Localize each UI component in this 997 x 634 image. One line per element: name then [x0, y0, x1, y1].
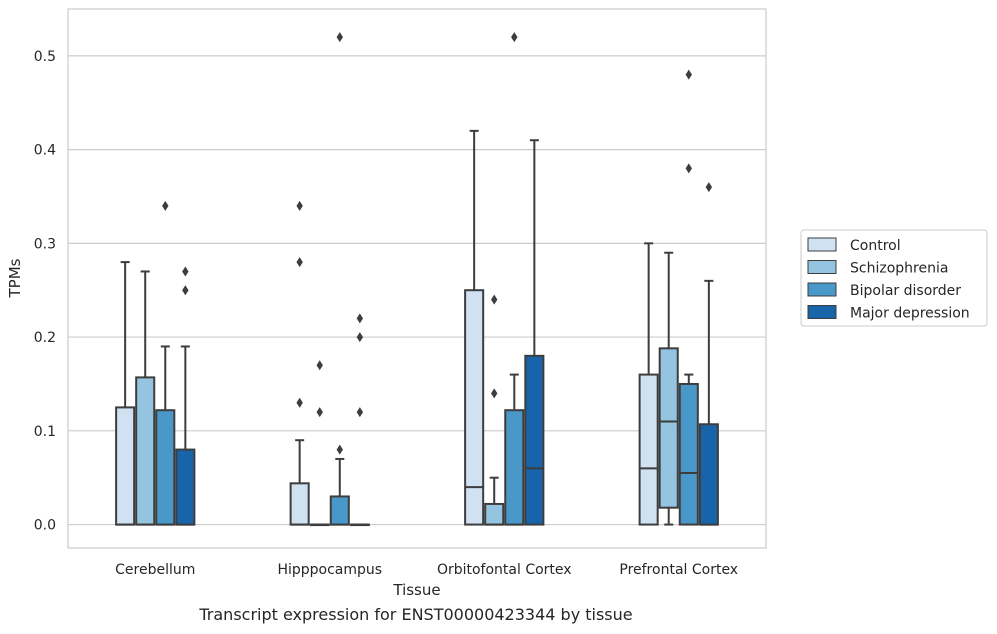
outlier-point [296, 397, 303, 408]
outlier-point [511, 32, 518, 43]
box-major-depression [349, 313, 370, 527]
legend: Control Schizophrenia Bipolar disorder Majo… [800, 229, 988, 327]
figure-caption: Transcript expression for ENST0000042334… [199, 605, 633, 624]
box-body [329, 495, 350, 526]
outlier-point [336, 444, 343, 455]
x-tick-label: Prefrontal Cortex [619, 562, 738, 578]
outlier-point [316, 407, 323, 418]
outlier-point [685, 69, 692, 80]
box-body [135, 376, 156, 526]
outlier-point [356, 313, 364, 324]
x-axis-label: Tissue [392, 581, 440, 599]
box-schizophrenia [309, 360, 330, 527]
box-body [464, 289, 485, 526]
box-control [638, 242, 659, 526]
outlier-point [182, 285, 189, 296]
plot-frame [67, 8, 767, 549]
outlier-point [162, 200, 169, 211]
box-body [289, 482, 310, 526]
box-schizophrenia [135, 270, 156, 526]
box-body [524, 354, 545, 526]
box-control [464, 129, 485, 526]
box-major-depression [698, 182, 719, 526]
box-major-depression [175, 266, 196, 526]
box-body [698, 423, 719, 526]
box-bipolar-disorder [678, 69, 699, 526]
outlier-point [685, 163, 692, 174]
outlier-point [182, 266, 189, 277]
outlier-point [316, 360, 323, 371]
box-body [638, 373, 659, 526]
box-body [115, 406, 136, 526]
outlier-point [336, 32, 343, 43]
legend-label: Major depression [850, 306, 970, 322]
y-tick-label: 0.2 [34, 330, 56, 346]
box-bipolar-disorder [329, 32, 350, 526]
box-bipolar-disorder [155, 200, 176, 526]
y-tick-label: 0.4 [34, 143, 56, 159]
outlier-point [356, 407, 364, 418]
x-tick-label: Orbitofontal Cortex [437, 562, 572, 578]
outlier-point [705, 182, 713, 193]
box-schizophrenia [658, 251, 679, 526]
box-body [155, 409, 176, 526]
outlier-point [491, 388, 498, 399]
legend-swatch [807, 237, 837, 252]
box-control [289, 200, 310, 526]
box-body [678, 382, 699, 526]
legend-swatch [807, 305, 837, 319]
outlier-point [296, 257, 303, 268]
legend-label: Schizophrenia [850, 261, 948, 277]
y-tick-label: 0.1 [34, 424, 56, 440]
y-tick-label: 0.0 [34, 518, 56, 534]
box-body [175, 448, 196, 526]
legend-label: Control [850, 238, 901, 254]
box-schizophrenia [484, 294, 505, 526]
x-tick-label: Hipppocampus [277, 562, 382, 578]
y-tick-labels: 0.0 0.1 0.2 0.3 0.4 0.5 [34, 49, 56, 534]
legend-swatch [807, 282, 837, 297]
x-tick-label: Cerebellum [115, 562, 195, 578]
outlier-point [356, 332, 364, 343]
box-body [504, 409, 525, 526]
boxes [115, 32, 719, 527]
outlier-point [296, 200, 303, 211]
box-body [484, 502, 505, 526]
outlier-point [491, 294, 498, 305]
x-tick-labels: Cerebellum Hipppocampus Orbitofontal Corte… [115, 562, 738, 578]
legend-swatch [807, 260, 837, 274]
box-major-depression [524, 139, 545, 526]
y-tick-label: 0.3 [34, 236, 56, 252]
box-body [658, 347, 679, 509]
legend-frame [800, 229, 988, 327]
box-bipolar-disorder [504, 32, 525, 526]
y-axis-label: TPMs [6, 258, 24, 298]
box-control [115, 261, 136, 526]
y-tick-label: 0.5 [34, 49, 56, 65]
legend-label: Bipolar disorder [850, 283, 961, 299]
box-plot-chart: 0.0 0.1 0.2 0.3 0.4 0.5 Cerebellum Hipppocampu… [6, 8, 988, 599]
